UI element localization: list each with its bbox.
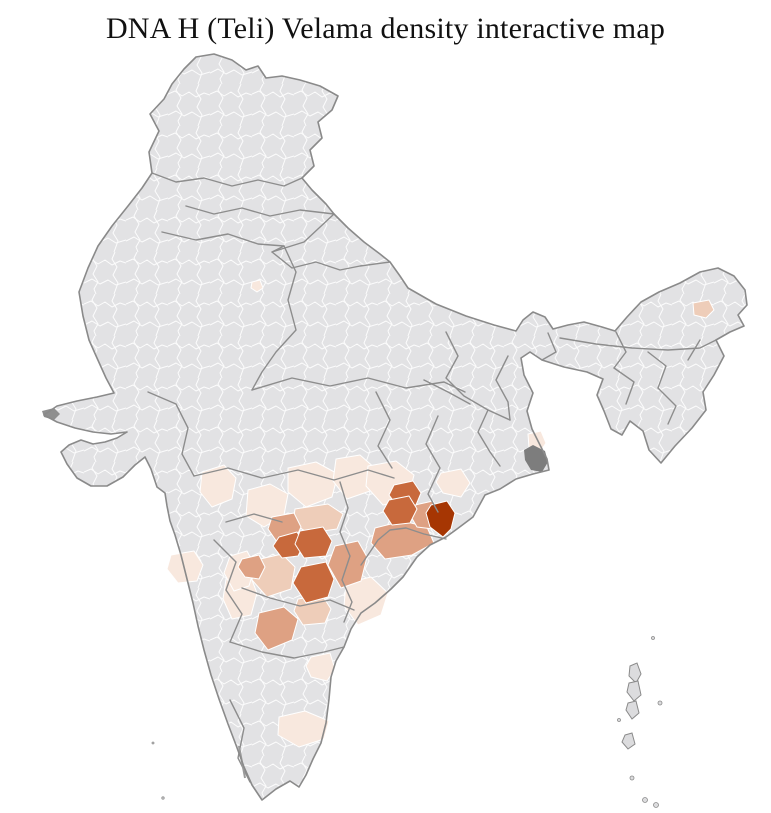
district-region-level-4[interactable]: [272, 531, 305, 559]
district-region-level-1[interactable]: [305, 652, 336, 682]
district-region-level-4[interactable]: [292, 561, 335, 604]
district-region-level-1[interactable]: [199, 464, 237, 508]
district-region-level-2[interactable]: [692, 299, 715, 319]
state-border: [339, 481, 353, 623]
island[interactable]: [621, 732, 636, 750]
state-border: [271, 251, 391, 271]
state-border: [613, 331, 627, 369]
state-border: [687, 339, 701, 361]
islet[interactable]: [617, 718, 621, 722]
state-border: [213, 539, 243, 643]
state-border: [161, 231, 285, 247]
district-region-level-1[interactable]: [287, 461, 339, 508]
india-outline: [43, 53, 748, 801]
state-border: [251, 377, 466, 393]
state-border: [423, 379, 471, 405]
island[interactable]: [628, 662, 642, 684]
islet[interactable]: [629, 775, 635, 781]
sundarbans-delta: [524, 445, 548, 472]
district-region-level-3[interactable]: [254, 606, 299, 651]
state-border: [193, 467, 395, 481]
state-border: [657, 387, 677, 425]
islet[interactable]: [642, 797, 648, 803]
islet[interactable]: [653, 802, 659, 808]
islet[interactable]: [657, 700, 663, 706]
district-region-level-4[interactable]: [294, 526, 333, 559]
map-title: DNA H (Teli) Velama density interactive …: [105, 12, 666, 45]
state-border: [425, 415, 441, 513]
district-region-level-1[interactable]: [435, 468, 471, 498]
state-border: [185, 205, 335, 217]
islet[interactable]: [161, 796, 165, 800]
state-border: [495, 355, 511, 421]
district-region-level-1[interactable]: [277, 710, 330, 748]
district-region-level-3[interactable]: [237, 554, 266, 580]
state-border: [445, 331, 511, 421]
district-region-level-4[interactable]: [382, 495, 418, 526]
state-border: [375, 391, 393, 469]
island[interactable]: [626, 680, 642, 702]
state-border: [151, 172, 303, 187]
state-border: [477, 409, 501, 467]
island[interactable]: [625, 700, 640, 720]
district-region-level-1[interactable]: [250, 279, 264, 293]
state-border: [360, 527, 447, 566]
state-border: [147, 391, 195, 477]
islet[interactable]: [651, 636, 655, 640]
district-region-level-1[interactable]: [166, 550, 204, 584]
state-border: [225, 513, 283, 523]
state-border: [559, 337, 717, 351]
district-region-level-5[interactable]: [425, 500, 456, 538]
state-border: [541, 332, 557, 361]
state-border: [229, 641, 345, 659]
state-border: [271, 213, 335, 253]
state-border: [613, 367, 635, 405]
islet[interactable]: [151, 741, 155, 745]
state-border: [647, 351, 667, 389]
state-border: [241, 587, 355, 611]
state-border: [251, 245, 297, 391]
